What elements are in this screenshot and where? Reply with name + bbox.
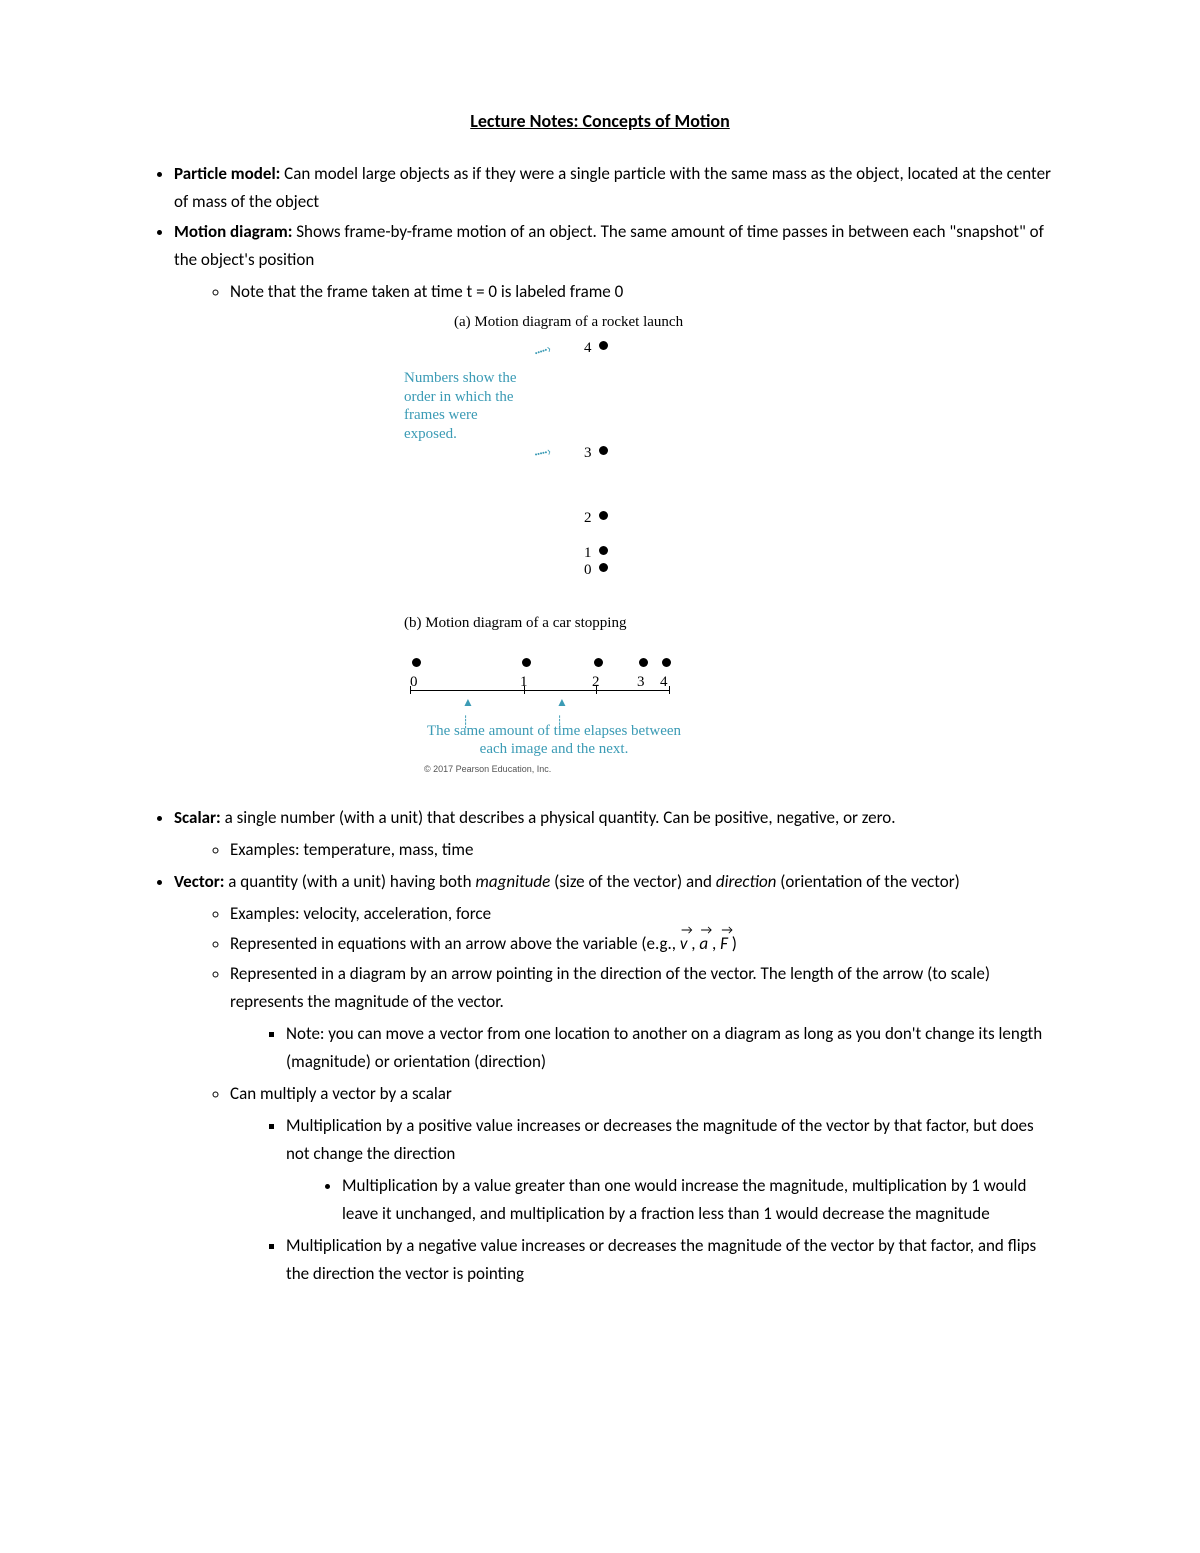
fig-a-label-4: 4 — [584, 336, 592, 361]
page: Lecture Notes: Concepts of Motion Partic… — [0, 0, 1200, 1553]
top-list: Particle model: Can model large objects … — [140, 160, 1060, 1288]
figure-a: Numbers show the order in which the fram… — [404, 341, 704, 581]
fig-a-dot-2 — [599, 511, 608, 520]
vector-mult-neg: Multiplication by a negative value incre… — [286, 1232, 1060, 1288]
vector-mult-sub: Multiplication by a positive value incre… — [230, 1112, 1060, 1288]
def-particle: Can model large objects as if they were … — [174, 163, 1051, 212]
rep-eq-pre: Represented in equations with an arrow a… — [230, 933, 680, 954]
term-vector: Vector: — [174, 871, 224, 892]
vector-mult-pos: Multiplication by a positive value incre… — [286, 1112, 1060, 1168]
fig-b-dot-0 — [412, 658, 421, 667]
vector-mult-intro: Can multiply a vector by a scalar — [230, 1080, 1060, 1108]
scalar-ex: Examples: temperature, mass, time — [230, 836, 1060, 864]
vector-sub: Examples: velocity, acceleration, force … — [174, 900, 1060, 1289]
fig-b-label-3: 3 — [637, 670, 645, 695]
scalar-sub: Examples: temperature, mass, time — [174, 836, 1060, 864]
fig-a-label-0: 0 — [584, 558, 592, 583]
vec-f: F — [720, 930, 728, 958]
term-particle: Particle model: — [174, 163, 280, 184]
page-title: Lecture Notes: Concepts of Motion — [140, 110, 1060, 132]
vec-v: v — [680, 930, 688, 958]
term-scalar: Scalar: — [174, 807, 221, 828]
fig-b-caption: (b) Motion diagram of a car stopping — [404, 611, 1060, 636]
def-motion: Shows frame-by-frame motion of an object… — [174, 221, 1044, 270]
vector-mult-pos-sub: Multiplication by a value greater than o… — [286, 1172, 1060, 1228]
fig-a-dot-1 — [599, 546, 608, 555]
figure-a-wrap: (a) Motion diagram of a rocket launch Nu… — [404, 310, 1060, 764]
vector-rep-diag-sub: Note: you can move a vector from one loc… — [230, 1020, 1060, 1076]
motion-sub: Note that the frame taken at time t = 0 … — [174, 278, 1060, 306]
fig-b-dot-4 — [662, 658, 671, 667]
def-vector-pre: a quantity (with a unit) having both — [224, 871, 475, 892]
motion-sub1: Note that the frame taken at time t = 0 … — [230, 278, 1060, 306]
fig-b-anno: The same amount of time elapses between … — [424, 722, 684, 760]
vector-rep-eq: Represented in equations with an arrow a… — [230, 930, 1060, 958]
fig-a-label-2: 2 — [584, 506, 592, 531]
item-scalar: Scalar: a single number (with a unit) th… — [174, 804, 1060, 864]
fig-a-dot-4 — [599, 341, 608, 350]
item-vector: Vector: a quantity (with a unit) having … — [174, 868, 1060, 1289]
fig-a-anno: Numbers show the order in which the fram… — [404, 369, 524, 444]
fig-b-tick-1 — [524, 686, 525, 694]
vec-a: a — [699, 930, 708, 958]
fig-b-tick-0 — [410, 686, 411, 694]
figure-b: 0 1 2 3 4 ▲┊ ▲┊ The same amount of time … — [404, 654, 704, 764]
dashed-arrow-icon-2: ·····› — [532, 440, 553, 466]
term-motion: Motion diagram: — [174, 221, 292, 242]
def-scalar: a single number (with a unit) that descr… — [221, 807, 896, 828]
fig-b-label-4: 4 — [660, 670, 668, 695]
vector-mag: magnitude — [475, 871, 550, 892]
fig-b-tick-3 — [669, 686, 670, 694]
fig-a-dot-3 — [599, 446, 608, 455]
fig-b-credit: © 2017 Pearson Education, Inc. — [424, 762, 551, 777]
fig-b-tick-2 — [596, 686, 597, 694]
vector-dir: direction — [716, 871, 777, 892]
fig-a-label-3: 3 — [584, 441, 592, 466]
fig-b-dot-1 — [522, 658, 531, 667]
vector-rep-diag: Represented in a diagram by an arrow poi… — [230, 960, 1060, 1016]
def-vector-mid: (size of the vector) and — [550, 871, 716, 892]
item-motion: Motion diagram: Shows frame-by-frame mot… — [174, 218, 1060, 764]
fig-b-label-0: 0 — [410, 670, 418, 695]
fig-a-dot-0 — [599, 563, 608, 572]
vector-mult-pos-detail: Multiplication by a value greater than o… — [342, 1172, 1060, 1228]
def-vector-post: (orientation of the vector) — [776, 871, 959, 892]
fig-a-caption: (a) Motion diagram of a rocket launch — [454, 310, 1060, 335]
fig-b-dot-3 — [639, 658, 648, 667]
vector-note-move: Note: you can move a vector from one loc… — [286, 1020, 1060, 1076]
item-particle: Particle model: Can model large objects … — [174, 160, 1060, 216]
fig-b-axis — [410, 690, 670, 691]
fig-b-dot-2 — [594, 658, 603, 667]
vector-ex: Examples: velocity, acceleration, force — [230, 900, 1060, 928]
dashed-arrow-icon-1: ·····› — [531, 337, 554, 364]
